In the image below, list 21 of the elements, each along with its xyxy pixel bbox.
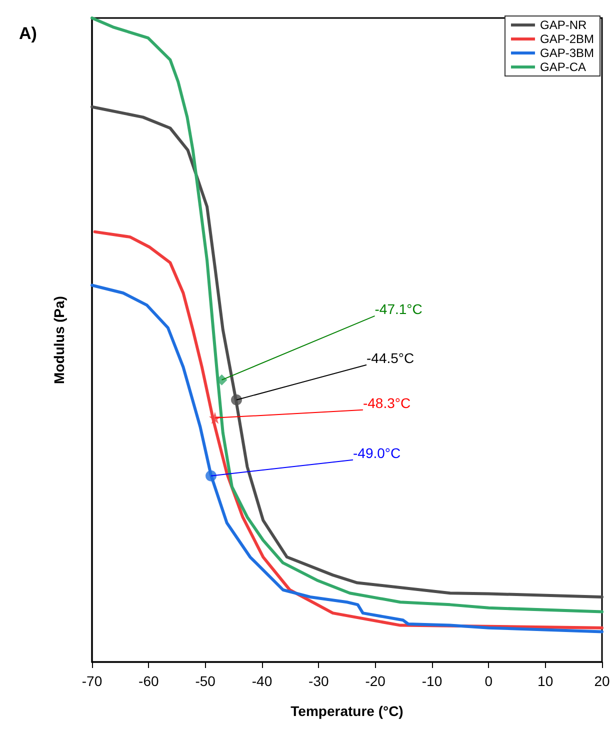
annotation: -49.0°C: [353, 444, 401, 461]
legend-label: GAP-CA: [540, 60, 586, 74]
legend-label: GAP-2BM: [540, 32, 594, 46]
x-tick-label: 20: [594, 673, 610, 689]
x-tick-label: -60: [138, 673, 159, 689]
legend-label: GAP-NR: [540, 18, 587, 32]
legend-label: GAP-3BM: [540, 46, 594, 60]
x-tick-label: 0: [484, 673, 493, 689]
x-tick-label: 10: [538, 673, 554, 689]
x-axis-title: Temperature (°C): [290, 703, 404, 719]
annotation: -47.1°C: [374, 300, 422, 317]
chart-title: A): [19, 24, 37, 43]
x-tick-label: -20: [365, 673, 386, 689]
x-tick-label: -40: [252, 673, 272, 689]
annotation: -48.3°C: [362, 394, 411, 411]
y-axis-title: Modulus (Pa): [51, 296, 67, 384]
x-tick-label: -70: [82, 673, 102, 689]
x-tick-label: -30: [308, 673, 329, 689]
annotation: -44.5°C: [366, 350, 414, 366]
x-tick-label: -10: [422, 673, 442, 689]
x-tick-label: -50: [195, 673, 216, 689]
